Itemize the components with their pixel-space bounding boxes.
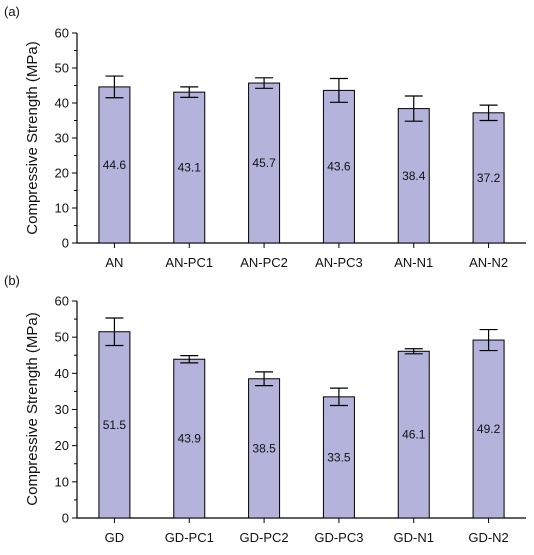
x-tick-label: GD: [105, 530, 125, 545]
chart-panel-1: (a) Compressive Strength (MPa) 0 10 20 30 40 50…: [4, 4, 526, 270]
bar: [173, 91, 206, 244]
y-axis-title: Compressive Strength (MPa): [24, 312, 41, 505]
bar: [472, 339, 505, 519]
y-tick-label: 10: [55, 474, 69, 489]
data-label: 43.9: [178, 432, 202, 446]
y-tick-label: 20: [55, 438, 69, 453]
x-tick-label: GD-N1: [394, 530, 434, 545]
bar: [248, 82, 281, 244]
bar: [472, 112, 505, 244]
data-label: 44.6: [103, 158, 127, 172]
chart-panel-2: (b) Compressive Strength (MPa) 0 10 20 30 40 50…: [4, 273, 526, 545]
x-tick-label: GD-PC2: [240, 530, 289, 545]
y-tick-label: 10: [55, 201, 69, 216]
x-tick-label: GD-PC3: [314, 530, 363, 545]
y-tick-label: 20: [55, 166, 69, 181]
bar: [98, 86, 131, 244]
data-label: 37.2: [477, 171, 501, 185]
data-label: 38.5: [252, 441, 276, 455]
panel-label: (a): [4, 4, 20, 19]
bar: [397, 350, 430, 519]
x-tick-label: AN-PC2: [240, 255, 288, 270]
x-tick-label: AN-PC3: [315, 255, 363, 270]
x-tick-label: GD-N2: [468, 530, 508, 545]
data-label: 43.1: [178, 161, 202, 175]
x-tick-label: AN-PC1: [165, 255, 213, 270]
data-label: 45.7: [252, 156, 276, 170]
x-tick-label: AN: [105, 255, 123, 270]
data-label: 43.6: [327, 160, 351, 174]
y-tick-label: 30: [55, 402, 69, 417]
y-tick-label: 50: [55, 330, 69, 345]
y-tick-label: 50: [55, 61, 69, 76]
y-tick-label: 40: [55, 96, 69, 111]
data-label: 46.1: [402, 428, 426, 442]
panel-label: (b): [4, 273, 20, 288]
data-label: 38.4: [402, 169, 426, 183]
data-label: 33.5: [327, 450, 351, 464]
data-label: 49.2: [477, 422, 501, 436]
y-tick-label: 60: [55, 294, 69, 309]
y-tick-label: 30: [55, 131, 69, 146]
data-label: 51.5: [103, 418, 127, 432]
x-tick-label: GD-PC1: [165, 530, 214, 545]
y-tick-label: 40: [55, 366, 69, 381]
x-tick-label: AN-N1: [394, 255, 433, 270]
x-tick-label: AN-N2: [469, 255, 508, 270]
bar: [173, 358, 206, 519]
bar: [322, 89, 355, 244]
y-tick-label: 60: [55, 26, 69, 41]
y-tick-label: 0: [62, 236, 69, 251]
y-tick-label: 0: [62, 511, 69, 526]
y-axis-title: Compressive Strength (MPa): [24, 41, 41, 234]
